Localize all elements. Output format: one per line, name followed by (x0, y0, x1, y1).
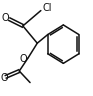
Text: O: O (19, 54, 27, 64)
Text: O: O (1, 13, 9, 23)
Text: O: O (0, 73, 8, 83)
Text: Cl: Cl (42, 3, 52, 13)
